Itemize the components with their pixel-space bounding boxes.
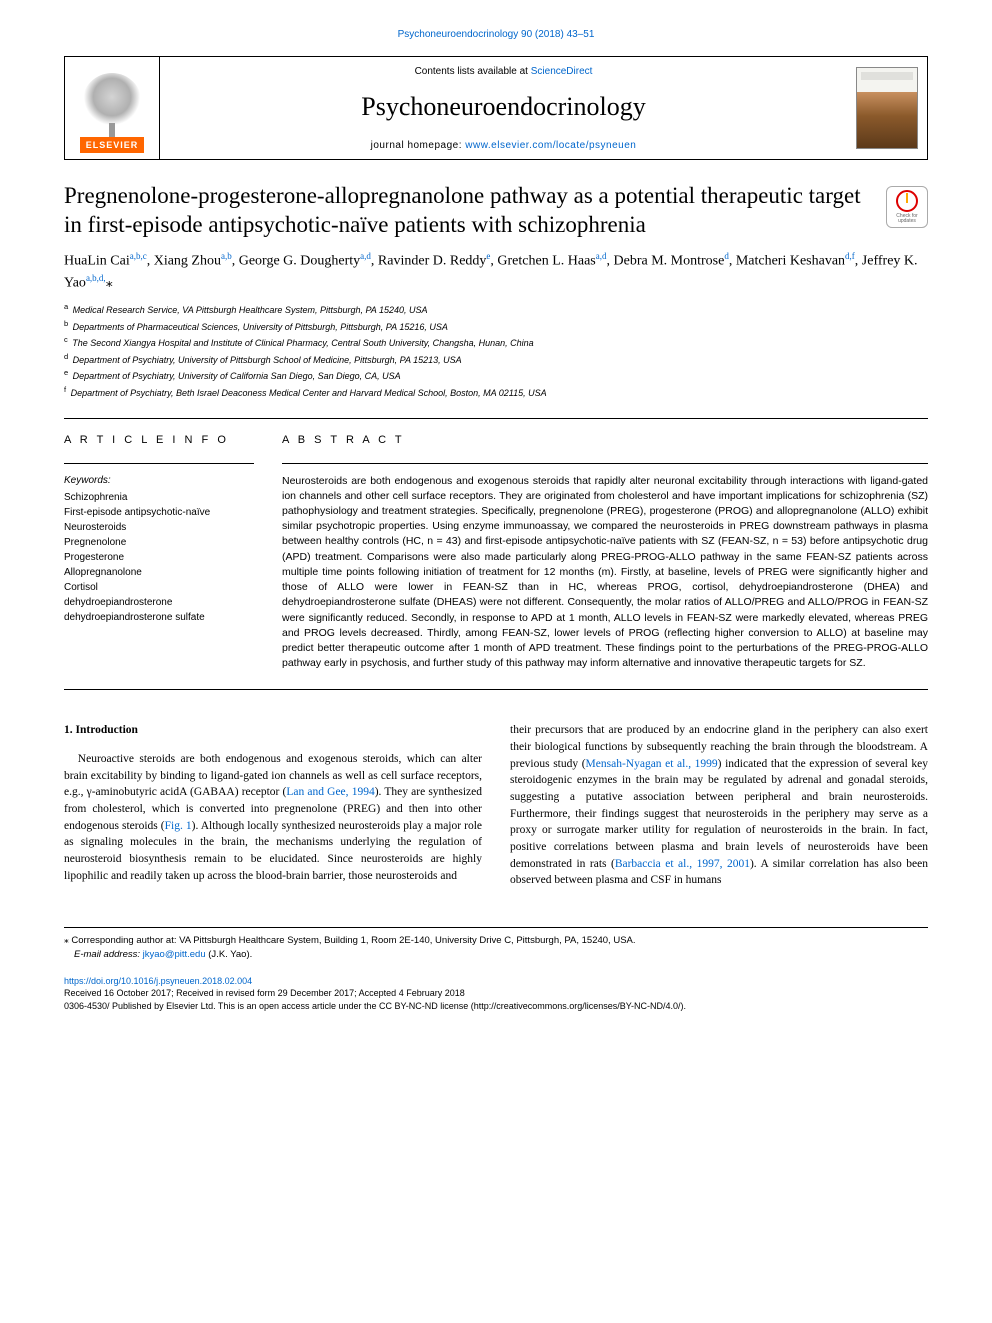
- email-label: E-mail address:: [74, 949, 140, 960]
- crossmark-badge[interactable]: Check for updates: [886, 186, 928, 228]
- keyword-item: Schizophrenia: [64, 490, 254, 505]
- article-info-heading: A R T I C L E I N F O: [64, 433, 254, 448]
- info-abstract-row: A R T I C L E I N F O Keywords: Schizoph…: [64, 419, 928, 689]
- journal-homepage-link[interactable]: www.elsevier.com/locate/psyneuen: [465, 140, 636, 151]
- author-list: HuaLin Caia,b,c, Xiang Zhoua,b, George G…: [64, 250, 928, 293]
- journal-masthead: ELSEVIER Contents lists available at Sci…: [64, 56, 928, 160]
- keyword-item: Cortisol: [64, 580, 254, 595]
- contents-prefix: Contents lists available at: [415, 66, 531, 77]
- keyword-item: First-episode antipsychotic-naïve: [64, 505, 254, 520]
- contents-available-line: Contents lists available at ScienceDirec…: [170, 65, 837, 79]
- crossmark-icon: [896, 190, 918, 212]
- cover-thumbnail-cell: [847, 57, 927, 159]
- abstract-rule: [282, 463, 928, 464]
- article-info-rule: [64, 463, 254, 464]
- footnotes-block: ⁎ Corresponding author at: VA Pittsburgh…: [64, 934, 928, 963]
- intro-paragraph-right: their precursors that are produced by an…: [510, 722, 928, 889]
- keyword-item: dehydroepiandrosterone: [64, 595, 254, 610]
- sciencedirect-link[interactable]: ScienceDirect: [531, 66, 593, 77]
- publisher-name: ELSEVIER: [80, 137, 145, 154]
- reference-link[interactable]: Fig. 1: [165, 820, 192, 832]
- body-two-columns: 1. Introduction Neuroactive steroids are…: [64, 722, 928, 889]
- keyword-item: Neurosteroids: [64, 520, 254, 535]
- info-abstract-bottom-rule: [64, 689, 928, 690]
- affiliation-item: d Department of Psychiatry, University o…: [64, 351, 928, 368]
- abstract-column: A B S T R A C T Neurosteroids are both e…: [282, 433, 928, 671]
- abstract-text: Neurosteroids are both endogenous and ex…: [282, 474, 928, 672]
- article-info-column: A R T I C L E I N F O Keywords: Schizoph…: [64, 433, 254, 671]
- affiliation-item: f Department of Psychiatry, Beth Israel …: [64, 384, 928, 401]
- email-author-name: (J.K. Yao).: [208, 949, 252, 960]
- publisher-logo-cell: ELSEVIER: [65, 57, 160, 159]
- keyword-item: Pregnenolone: [64, 535, 254, 550]
- homepage-prefix: journal homepage:: [371, 140, 466, 151]
- abstract-heading: A B S T R A C T: [282, 433, 928, 448]
- affiliation-list: a Medical Research Service, VA Pittsburg…: [64, 301, 928, 400]
- title-row: Pregnenolone-progesterone-allopregnanolo…: [64, 182, 928, 240]
- masthead-center: Contents lists available at ScienceDirec…: [160, 57, 847, 159]
- footnote-rule: [64, 927, 928, 928]
- introduction-heading: 1. Introduction: [64, 722, 482, 739]
- license-line: 0306-4530/ Published by Elsevier Ltd. Th…: [64, 1000, 928, 1013]
- keywords-label: Keywords:: [64, 474, 254, 488]
- journal-cover-thumbnail: [856, 67, 918, 149]
- body-column-right: their precursors that are produced by an…: [510, 722, 928, 889]
- elsevier-tree-icon: [82, 73, 142, 133]
- journal-homepage-line: journal homepage: www.elsevier.com/locat…: [170, 139, 837, 153]
- citation-header: Psychoneuroendocrinology 90 (2018) 43–51: [64, 28, 928, 42]
- citation-link[interactable]: Psychoneuroendocrinology 90 (2018) 43–51: [398, 29, 595, 40]
- affiliation-item: a Medical Research Service, VA Pittsburg…: [64, 301, 928, 318]
- corresponding-text: Corresponding author at: VA Pittsburgh H…: [71, 935, 635, 946]
- journal-title: Psychoneuroendocrinology: [170, 89, 837, 125]
- reference-link[interactable]: Mensah-Nyagan et al., 1999: [586, 758, 718, 770]
- reference-link[interactable]: Lan and Gee, 1994: [286, 786, 374, 798]
- corresponding-author-line: ⁎ Corresponding author at: VA Pittsburgh…: [64, 934, 928, 948]
- corresponding-marker: ⁎: [64, 935, 69, 946]
- email-line: E-mail address: jkyao@pitt.edu (J.K. Yao…: [74, 948, 928, 962]
- doi-link[interactable]: https://doi.org/10.1016/j.psyneuen.2018.…: [64, 976, 252, 986]
- intro-paragraph-left: Neuroactive steroids are both endogenous…: [64, 751, 482, 884]
- affiliation-item: c The Second Xiangya Hospital and Instit…: [64, 334, 928, 351]
- keyword-item: Progesterone: [64, 550, 254, 565]
- reference-link[interactable]: Barbaccia et al., 1997, 2001: [615, 858, 750, 870]
- keyword-item: dehydroepiandrosterone sulfate: [64, 610, 254, 625]
- received-dates: Received 16 October 2017; Received in re…: [64, 987, 928, 1000]
- keywords-list: SchizophreniaFirst-episode antipsychotic…: [64, 490, 254, 625]
- elsevier-logo: ELSEVIER: [72, 63, 152, 153]
- article-title: Pregnenolone-progesterone-allopregnanolo…: [64, 182, 866, 240]
- body-column-left: 1. Introduction Neuroactive steroids are…: [64, 722, 482, 889]
- corresponding-email-link[interactable]: jkyao@pitt.edu: [143, 949, 206, 960]
- bottom-meta-block: https://doi.org/10.1016/j.psyneuen.2018.…: [64, 975, 928, 1013]
- affiliation-item: e Department of Psychiatry, University o…: [64, 367, 928, 384]
- keyword-item: Allopregnanolone: [64, 565, 254, 580]
- crossmark-label: Check for updates: [887, 214, 927, 224]
- affiliation-item: b Departments of Pharmaceutical Sciences…: [64, 318, 928, 335]
